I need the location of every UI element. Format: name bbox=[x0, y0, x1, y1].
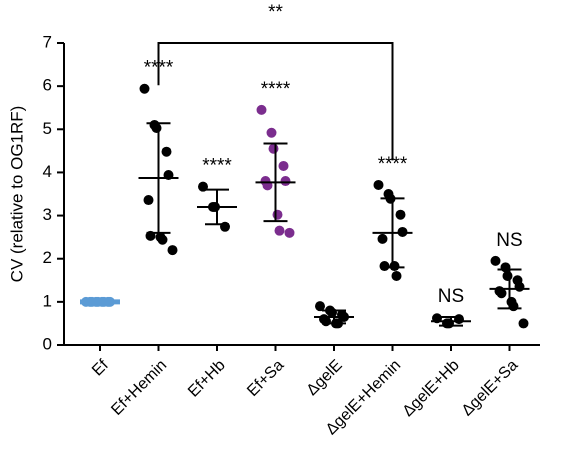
data-point bbox=[161, 146, 172, 157]
y-tick-label: 5 bbox=[43, 119, 52, 138]
data-point bbox=[278, 160, 289, 171]
data-point bbox=[143, 195, 154, 206]
data-point bbox=[518, 318, 529, 329]
significance-label: **** bbox=[378, 154, 408, 175]
data-point bbox=[395, 209, 406, 220]
x-tick-label: Ef+Hb bbox=[185, 357, 229, 401]
data-point bbox=[272, 209, 283, 220]
data-point bbox=[444, 318, 454, 329]
significance-label: NS bbox=[496, 230, 522, 251]
y-tick-label: 0 bbox=[43, 334, 52, 353]
data-point bbox=[377, 233, 388, 244]
data-point bbox=[379, 261, 390, 272]
y-tick-label: 4 bbox=[43, 162, 52, 181]
data-point bbox=[496, 288, 507, 299]
y-tick-label: 6 bbox=[43, 76, 52, 95]
data-point bbox=[151, 122, 162, 133]
data-point bbox=[490, 255, 501, 266]
y-tick-label: 7 bbox=[43, 32, 52, 51]
data-point bbox=[514, 281, 525, 292]
x-tick-label: Ef+Sa bbox=[244, 357, 287, 400]
data-point bbox=[157, 234, 168, 245]
bracket-label: ** bbox=[268, 2, 283, 23]
data-point bbox=[502, 270, 513, 281]
significance-label: **** bbox=[202, 156, 232, 177]
data-point bbox=[139, 83, 150, 94]
x-tick-label: Ef bbox=[89, 356, 112, 379]
significance-label: NS bbox=[438, 286, 464, 307]
y-tick-label: 3 bbox=[43, 205, 52, 224]
y-tick-label: 1 bbox=[43, 291, 52, 310]
x-tick-label: ΔgelE bbox=[304, 357, 346, 399]
data-point bbox=[284, 227, 295, 238]
significance-label: **** bbox=[261, 79, 291, 100]
data-point bbox=[167, 245, 178, 256]
data-point bbox=[268, 143, 279, 154]
y-axis-label: CV (relative to OG1RF) bbox=[7, 106, 26, 283]
data-point bbox=[280, 176, 291, 187]
data-point bbox=[389, 261, 400, 272]
significance-bracket bbox=[157, 42, 394, 161]
data-point bbox=[454, 314, 464, 325]
x-tick-label: Ef+Hemin bbox=[108, 357, 170, 419]
x-tick-label: ΔgelE+Hb bbox=[400, 357, 463, 420]
data-point bbox=[274, 225, 285, 236]
x-tick-label: ΔgelE+Sa bbox=[459, 357, 522, 420]
data-point bbox=[256, 104, 267, 115]
data-point bbox=[373, 179, 384, 190]
data-point bbox=[266, 127, 277, 138]
data-point bbox=[391, 270, 402, 281]
data-point bbox=[315, 301, 325, 312]
y-tick-label: 2 bbox=[43, 248, 52, 267]
